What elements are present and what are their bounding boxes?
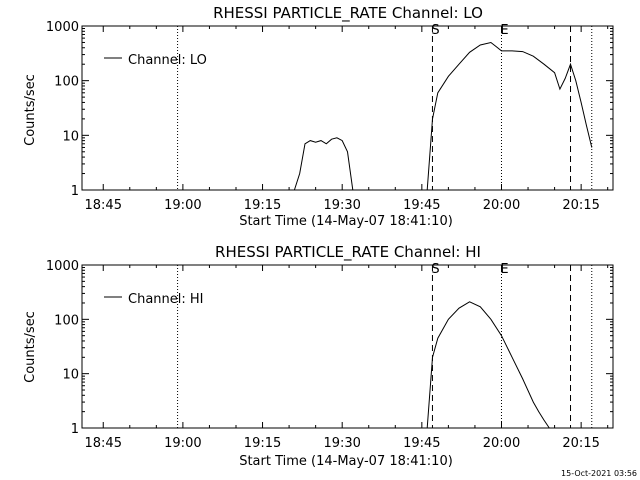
y-tick-label: 100 — [54, 75, 79, 90]
x-axis-label: Start Time (14-May-07 18:41:10) — [239, 454, 453, 469]
panel-hi: RHESSI PARTICLE_RATE Channel: HI Start T… — [23, 243, 614, 469]
marker-label-e: E — [500, 23, 508, 38]
x-tick-label: 19:15 — [244, 436, 281, 451]
x-tick-label: 20:00 — [483, 436, 520, 451]
y-tick-label: 1000 — [46, 20, 79, 35]
plot-frame — [81, 25, 614, 191]
x-tick-label: 19:45 — [403, 436, 440, 451]
chart-title: RHESSI PARTICLE_RATE Channel: HI — [215, 243, 481, 262]
x-tick-label: 18:45 — [85, 198, 122, 213]
y-axis-label: Counts/sec — [23, 74, 38, 146]
marker-label-s: S — [431, 262, 439, 277]
x-tick-label: 19:00 — [164, 198, 201, 213]
panel-lo: RHESSI PARTICLE_RATE Channel: LO Start T… — [23, 4, 614, 229]
x-tick-label: 20:00 — [483, 198, 520, 213]
y-tick-label: 1 — [71, 422, 79, 437]
y-tick-label: 1000 — [46, 259, 79, 274]
x-tick-label: 19:15 — [244, 198, 281, 213]
x-tick-label: 18:45 — [85, 436, 122, 451]
series-line — [426, 301, 550, 429]
y-tick-label: 10 — [62, 368, 79, 383]
series-line — [293, 41, 593, 191]
x-tick-label: 19:45 — [403, 198, 440, 213]
x-tick-label: 19:30 — [323, 198, 360, 213]
x-tick-label: 20:15 — [562, 198, 599, 213]
legend-label: Channel: LO — [128, 53, 207, 68]
y-tick-label: 1 — [71, 184, 79, 199]
footer-timestamp: 15-Oct-2021 03:56 — [561, 469, 637, 478]
x-tick-label: 20:15 — [562, 436, 599, 451]
chart-title: RHESSI PARTICLE_RATE Channel: LO — [213, 4, 483, 23]
x-axis-label: Start Time (14-May-07 18:41:10) — [239, 214, 453, 229]
y-tick-label: 100 — [54, 313, 79, 328]
legend-label: Channel: HI — [128, 292, 204, 307]
x-tick-label: 19:30 — [323, 436, 360, 451]
marker-label-e: E — [500, 262, 508, 277]
y-tick-label: 10 — [62, 129, 79, 144]
marker-label-s: S — [431, 23, 439, 38]
x-tick-label: 19:00 — [164, 436, 201, 451]
plot-frame — [81, 264, 614, 429]
y-axis-label: Counts/sec — [23, 311, 38, 383]
